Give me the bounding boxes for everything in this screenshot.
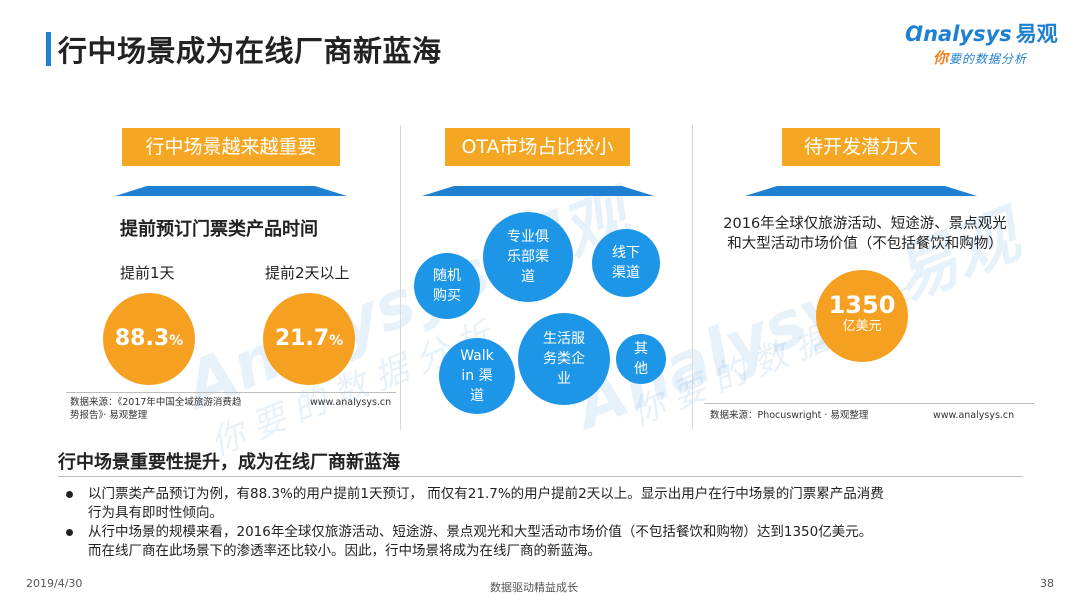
logo-tagline: 你要的数据分析 xyxy=(933,47,1027,68)
summary-title: 行中场景重要性提升，成为在线厂商新蓝海 xyxy=(58,452,400,473)
panel1-label-2: 提前2天以上 xyxy=(265,264,350,282)
summary-bullet-2: 从行中场景的规模来看，2016年全球仅旅游活动、短途游、景点观光和大型活动市场价… xyxy=(66,523,1026,561)
logo-tagline-rest: 要的数据分析 xyxy=(949,52,1028,66)
panel1-source: 数据来源：《2017年中国全域旅游消费趋 势报告》· 易观整理 xyxy=(70,397,242,421)
logo-brand: nalysys xyxy=(923,22,1012,46)
panel1-value-2: 21.7% xyxy=(274,326,344,351)
title-accent-bar xyxy=(46,32,51,66)
summary-bullet-1: 以门票类产品预订为例，有88.3%的用户提前1天预订， 而仅有21.7%的用户提… xyxy=(66,485,1026,523)
panel1-source-divider xyxy=(66,392,396,393)
panel1-label-1: 提前1天 xyxy=(120,264,175,282)
panel3-source-url: www.analysys.cn xyxy=(933,410,1015,421)
panel3-header-underline xyxy=(745,186,977,196)
bubble-other: 其 他 xyxy=(616,334,666,384)
bullet-dot-icon xyxy=(66,491,73,498)
logo-swoosh-icon: Ɑ xyxy=(905,22,924,46)
footer-date: 2019/4/30 xyxy=(26,577,83,590)
bubble-random-purchase: 随机 购买 xyxy=(414,253,480,319)
panel3-source-divider xyxy=(704,403,1034,404)
bubble-offline-channel: 线下 渠道 xyxy=(592,229,660,297)
panel-divider-1 xyxy=(400,125,401,430)
panel1-subtitle: 提前预订门票类产品时间 xyxy=(120,219,318,240)
panel1-circle-2: 21.7% xyxy=(263,293,355,385)
summary-divider xyxy=(58,476,1023,477)
panel2-header-underline xyxy=(422,186,654,196)
panel-divider-2 xyxy=(692,125,693,430)
panel3-header: 待开发潜力大 xyxy=(782,128,940,166)
panel1-value-1: 88.3% xyxy=(114,326,184,351)
bubble-life-service: 生活服 务类企 业 xyxy=(518,313,610,405)
logo-tagline-first: 你 xyxy=(933,49,950,67)
panel3-source: 数据来源：Phocuswright · 易观整理 xyxy=(710,410,869,421)
panel1-header-underline xyxy=(115,186,347,196)
panel3-unit: 亿美元 xyxy=(842,319,882,334)
panel3-value: 1350 xyxy=(828,291,896,319)
logo-wordmark: Ɑnalysys 易观 xyxy=(905,18,1058,48)
panel3-value-circle: 1350 亿美元 xyxy=(816,270,908,362)
footer-page-number: 38 xyxy=(1040,577,1054,590)
panel3-description: 2016年全球仅旅游活动、短途游、景点观光 和大型活动市场价值（不包括餐饮和购物… xyxy=(723,216,1007,252)
analysys-logo: Ɑnalysys 易观 你要的数据分析 xyxy=(905,18,1058,72)
logo-brand-cn: 易观 xyxy=(1015,22,1058,46)
bullet-dot-icon xyxy=(66,529,73,536)
page-title: 行中场景成为在线厂商新蓝海 xyxy=(58,34,442,68)
panel2-header: OTA市场占比较小 xyxy=(445,128,630,166)
panel1-header: 行中场景越来越重要 xyxy=(122,128,340,166)
panel1-circle-1: 88.3% xyxy=(103,293,195,385)
bubble-club-channel: 专业俱 乐部渠 道 xyxy=(483,212,573,302)
bubble-walkin-channel: Walk in 渠 道 xyxy=(439,338,515,414)
footer-slogan: 数据驱动精益成长 xyxy=(490,581,578,594)
panel1-source-url: www.analysys.cn xyxy=(310,397,392,408)
